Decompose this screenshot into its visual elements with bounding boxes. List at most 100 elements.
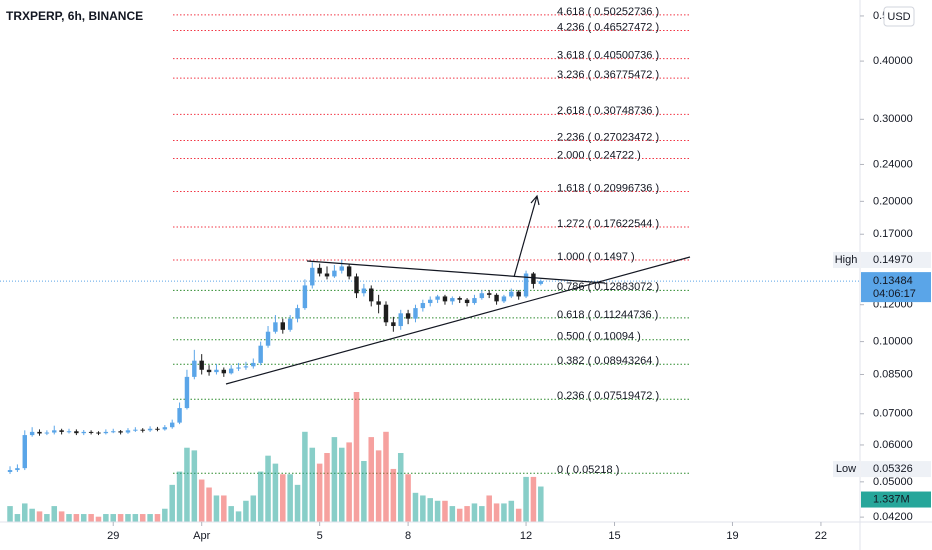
last-price-value: 0.13484 [873,275,913,287]
volume-bar [486,495,492,522]
y-tick-label: 0.30000 [873,113,913,125]
trendline [225,256,691,385]
candle-body [324,273,330,277]
candle-body [310,267,315,286]
volume-bar [501,503,507,522]
fib-label: 0.786 ( 0.12883072 ) [557,281,659,293]
candle-body [317,267,322,274]
y-tick-label: 0.07000 [873,408,913,420]
volume-bar [139,514,146,522]
price-label-tag [833,461,860,478]
trendlines [225,194,691,385]
candle-body [287,318,293,330]
candle-body [162,427,168,430]
volume-bar [294,484,301,522]
candle-body [531,273,536,284]
x-tick-label: 12 [520,530,532,542]
volume-bar [456,508,463,522]
candle-body [354,276,359,294]
x-tick-label: 8 [405,530,411,542]
currency-badge[interactable] [883,6,915,27]
candle-body [155,428,160,430]
candle-body [509,291,514,297]
volume-bar [316,463,323,522]
candle-body [44,432,50,434]
candle-body [523,273,529,297]
candle-body [66,431,72,433]
y-tick-label: 0.10000 [873,336,913,348]
candle-body [140,429,145,431]
candle-body [428,299,433,304]
volume-bar [338,447,345,522]
volume-bar [132,514,139,522]
candle-body [391,322,396,327]
candle-body [361,288,367,294]
arrow [513,195,538,278]
fib-label: 0.500 ( 0.10094 ) [557,331,641,343]
volume-layer [7,392,544,522]
volume-bar [353,392,360,522]
volume-bar [110,514,116,522]
fib-label: 0.382 ( 0.08943264 ) [557,355,659,367]
volume-bar [73,514,80,522]
volume-bar [250,495,257,522]
volume-bar [309,447,316,522]
candle-body [486,293,492,295]
volume-bar [515,508,522,522]
volume-bar [147,514,153,522]
candle-body [221,369,227,374]
candle-body [228,368,234,374]
volume-badge-label: 1.337M [873,493,910,505]
candle-body [332,270,337,277]
candle-body [111,431,116,433]
price-label-name: High [835,254,858,266]
volume-bar [95,516,102,522]
price-label-value: 0.14970 [873,254,913,266]
volume-bar [198,479,205,522]
volume-bar [117,514,124,522]
fib-layer: 4.618 ( 0.50252736 ) 4.236 ( 0.46527472 )… [0,6,860,476]
candle-layer [7,259,544,474]
x-tick-label: 19 [726,530,738,542]
candle-body [7,470,13,472]
candle-body [29,431,35,436]
candle-body [192,360,197,377]
candle-body [442,296,448,302]
volume-bar [44,514,50,522]
volume-bar [191,450,198,522]
volume-bar [471,503,478,522]
last-price-box [861,272,931,303]
candle-body [125,430,131,433]
candle-body [236,367,241,369]
y-tick-label: 0.17000 [873,228,913,240]
candle-body [251,362,256,367]
volume-bar [287,474,293,522]
y-tick-label: 0.24000 [873,158,913,170]
candle-body [369,288,374,302]
fib-label: 3.618 ( 0.40500736 ) [557,49,659,61]
candle-body [383,304,389,323]
x-tick-label: 29 [107,530,119,542]
volume-bar [176,471,183,522]
last-price-countdown: 04:06:17 [873,288,916,300]
price-label-name: Low [836,463,856,475]
volume-bar [390,468,397,522]
candle-body [96,432,101,434]
volume-bar [265,455,271,522]
trendline [306,260,606,284]
candle-body [214,369,219,373]
volume-bar [523,476,529,522]
candle-body [103,431,109,434]
price-label-value: 0.05326 [873,463,913,475]
volume-bar [538,486,544,522]
candle-body [81,431,86,434]
y-tick-label: 0.05000 [873,476,913,488]
fib-label: 1.000 ( 0.1497 ) [557,251,635,263]
candle-body [464,299,470,304]
fib-label: 4.236 ( 0.46527472 ) [557,21,659,33]
candle-body [22,435,27,469]
volume-bar [162,508,168,522]
x-tick-label: Apr [193,530,210,542]
volume-bar [206,487,212,522]
candle-body [118,431,123,433]
